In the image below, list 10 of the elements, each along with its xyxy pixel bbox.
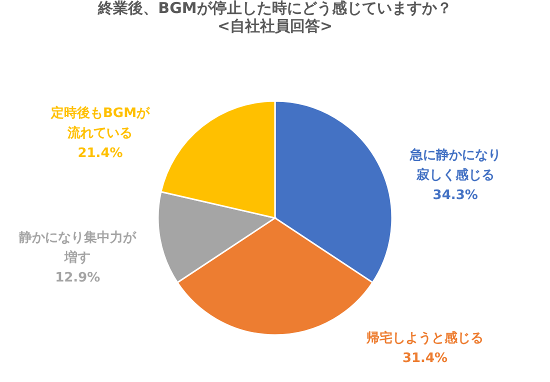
slice-label: 静かになり集中力が増す (18, 230, 138, 266)
data-label: 21.4% (78, 146, 123, 161)
slice-label: 帰宅しようと感じる (366, 330, 484, 346)
chart-subtitle: <自社社員回答> (217, 16, 333, 35)
data-label: 34.3% (432, 188, 478, 203)
data-label: 31.4% (402, 351, 448, 366)
slice-label: 定時後もBGMが流れている (50, 104, 150, 141)
data-label: 12.9% (55, 270, 100, 286)
chart-title: 終業後、BGMが停止した時にどう感じていますか？ (97, 0, 452, 17)
slice-label: 急に静かになり寂しく感じる (408, 148, 501, 183)
